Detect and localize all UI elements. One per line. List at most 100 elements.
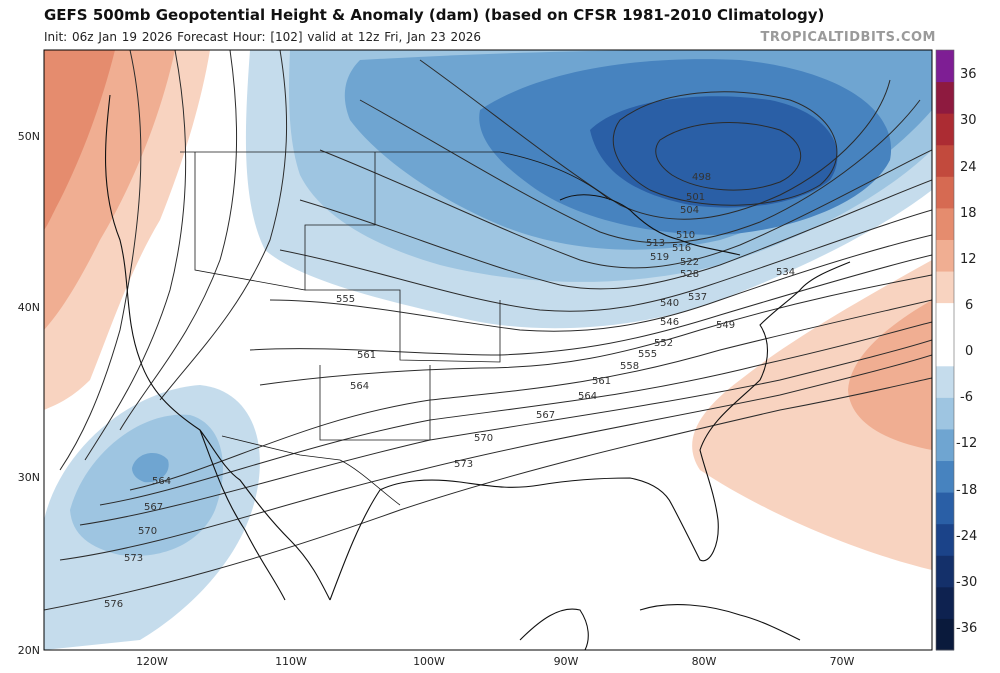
contour-label-576: 576 (104, 599, 123, 610)
contour-label-528: 528 (680, 269, 699, 280)
colorbar-segment (936, 365, 954, 398)
great-lakes (559, 194, 741, 256)
contour-label-546: 546 (660, 317, 679, 328)
colorbar-frame (935, 49, 955, 651)
contour-label-534: 534 (776, 267, 795, 278)
baja-peninsula (199, 429, 286, 601)
colorbar-tick-labels: 36 30 24 18 12 6 0 -6 -12 -18 -24 -30 -3… (956, 67, 977, 636)
contour-label-522: 522 (680, 257, 699, 268)
colorbar-segment (936, 113, 954, 146)
source-watermark: TROPICALTIDBITS.COM (760, 30, 936, 45)
colorbar-label-12: 12 (960, 252, 977, 267)
political-borders (180, 151, 611, 506)
contour-label-561-west: 561 (357, 350, 376, 361)
us-canada-border (180, 151, 611, 201)
longitude-labels: 120W 110W 100W 90W 80W 70W (136, 655, 854, 668)
contour-label-540: 540 (660, 298, 679, 309)
lat-label-20n: 20N (18, 644, 40, 657)
contour-label-549: 549 (716, 320, 735, 331)
map-area: 498 501 504 510 513 516 519 522 528 534 … (44, 50, 932, 650)
contour-label-564-low: 564 (152, 476, 171, 487)
colorbar-label-0: 0 (965, 344, 973, 359)
colorbar-segment (936, 50, 954, 83)
contour-label-513: 513 (646, 238, 665, 249)
colorbar-segment (936, 176, 954, 209)
colorbar-label-36: 36 (960, 67, 977, 82)
colorbar-label-neg12: -12 (956, 436, 977, 451)
us-mexico-border (221, 435, 401, 506)
contour-label-570: 570 (474, 433, 493, 444)
colorbar-segment (936, 144, 954, 177)
height-contours (44, 50, 932, 611)
map-frame (43, 49, 933, 651)
forecast-info: Init: 06z Jan 19 2026 Forecast Hour: [10… (44, 30, 482, 44)
latitude-labels: 50N 40N 30N 20N (18, 130, 40, 657)
colorbar-label-24: 24 (960, 160, 977, 175)
contour-label-558: 558 (620, 361, 639, 372)
colorbar-segment (936, 523, 954, 556)
colorbar-segment (936, 81, 954, 114)
colorbar-label-neg30: -30 (956, 575, 977, 590)
contour-label-567: 567 (536, 410, 555, 421)
colorbar-label-neg24: -24 (956, 529, 977, 544)
contour-label-567-low: 567 (144, 502, 163, 513)
contour-label-501: 501 (686, 192, 705, 203)
lon-label-80w: 80W (692, 655, 717, 668)
state-lines-north (194, 152, 376, 291)
negative-anomaly-northeast-core (590, 96, 838, 208)
colorbar-segment (936, 586, 954, 619)
lat-label-50n: 50N (18, 130, 40, 143)
colorbar-segment (936, 397, 954, 430)
contour-label-561: 561 (592, 376, 611, 387)
contour-label-537: 537 (688, 292, 707, 303)
contour-label-564: 564 (578, 391, 597, 402)
contour-label-504: 504 (680, 205, 699, 216)
colorbar-segment (936, 492, 954, 525)
contour-label-510: 510 (676, 230, 695, 241)
lon-label-70w: 70W (830, 655, 855, 668)
colorbar-label-neg36: -36 (956, 621, 977, 636)
colorbar-label-18: 18 (960, 206, 977, 221)
colorbar-label-neg18: -18 (956, 483, 977, 498)
colorbar-segment (936, 302, 954, 335)
contour-label-573: 573 (454, 459, 473, 470)
lon-label-90w: 90W (554, 655, 579, 668)
lon-label-110w: 110W (275, 655, 307, 668)
colorbar-segment (936, 460, 954, 493)
contour-label-573-low: 573 (124, 553, 143, 564)
lat-label-40n: 40N (18, 301, 40, 314)
yucatan-outline (519, 608, 589, 650)
contour-label-570-low: 570 (138, 526, 157, 537)
state-lines-south (319, 365, 431, 441)
anomaly-colorbar (935, 49, 955, 651)
cuba-outline (639, 604, 801, 641)
colorbar-label-30: 30 (960, 113, 977, 128)
contour-label-552: 552 (654, 338, 673, 349)
contour-labels: 498 501 504 510 513 516 519 522 528 534 … (104, 172, 795, 610)
colorbar-segment (936, 239, 954, 272)
lat-label-30n: 30N (18, 471, 40, 484)
contour-label-555-west: 555 (336, 294, 355, 305)
colorbar-segment (936, 428, 954, 462)
negative-anomaly-southwest-center (132, 453, 169, 483)
positive-anomaly-west-core (44, 50, 115, 230)
contour-label-519: 519 (650, 252, 669, 263)
contour-label-555: 555 (638, 349, 657, 360)
colorbar-label-6: 6 (965, 298, 973, 313)
lon-label-120w: 120W (136, 655, 168, 668)
colorbar-segment (936, 334, 954, 367)
west-coastline (104, 94, 331, 601)
colorbar-label-neg6: -6 (960, 390, 973, 405)
contour-label-516: 516 (672, 243, 691, 254)
colorbar-segment (936, 555, 954, 588)
chart-title: GEFS 500mb Geopotential Height & Anomaly… (44, 6, 825, 24)
colorbar-segment (936, 618, 954, 651)
east-coastline (699, 261, 851, 451)
positive-anomaly-east-core (848, 300, 932, 450)
contour-label-498: 498 (692, 172, 711, 183)
lon-label-100w: 100W (413, 655, 445, 668)
state-lines-mid (305, 289, 501, 363)
colorbar-segment (936, 207, 954, 240)
contour-label-564-west: 564 (350, 381, 369, 392)
